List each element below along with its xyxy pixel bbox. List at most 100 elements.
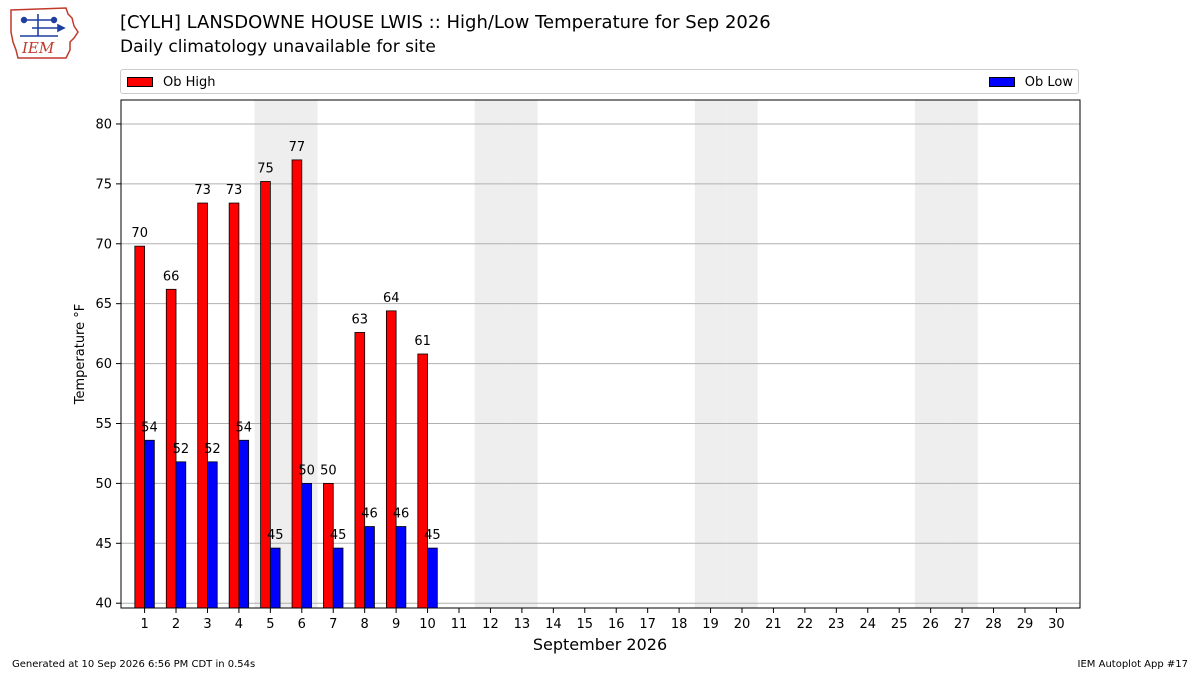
x-tick-label-28: 28 [985,617,1002,632]
x-tick-label-27: 27 [954,617,971,632]
logo-text: IEM [21,39,55,57]
bar-ob-high-4 [228,202,240,609]
bar-ob-high-8 [354,332,366,609]
bar-ob-high-6 [291,159,303,609]
app-credit: IEM Autoplot App #17 [1077,659,1188,670]
y-tick-label-50: 50 [95,477,112,492]
bar-ob-low-8 [364,526,375,609]
x-tick-label-20: 20 [734,617,751,632]
x-tick-label-10: 10 [419,617,436,632]
x-tick-label-13: 13 [514,617,531,632]
x-axis-label: September 2026 [533,635,667,654]
x-axis: 1 2 3 4 5 6 7 8 9 10 11 12 13 14 15 16 17 18 19 20 21 22 23 24 2… [140,608,1065,632]
plot-frame [120,99,1081,609]
data-label-ob-low-5: 45 [267,528,284,543]
x-tick-label-23: 23 [828,617,845,632]
bar-ob-high-5 [260,181,271,609]
weekend-shading [254,100,978,608]
bar-ob-low-9 [395,526,407,609]
x-tick-label-8: 8 [361,617,369,632]
x-tick-label-29: 29 [1017,617,1034,632]
x-tick-label-6: 6 [298,617,306,632]
weekend-band-20 [726,100,758,608]
x-tick-label-4: 4 [235,617,243,632]
data-label-ob-low-4: 54 [236,420,253,435]
x-tick-label-15: 15 [577,617,594,632]
bar-ob-low-5 [269,547,281,609]
bar-ob-low-7 [332,547,344,609]
x-tick-label-21: 21 [765,617,782,632]
bar-ob-low-10 [427,547,438,609]
chart-subtitle: Daily climatology unavailable for site [120,37,436,57]
x-tick-label-7: 7 [329,617,337,632]
legend-label-ob-low: Ob Low [1024,74,1073,90]
weekend-band-27 [946,100,978,608]
data-label-ob-low-7: 45 [330,528,347,543]
legend-swatch-ob-high [127,77,153,87]
x-tick-label-11: 11 [451,617,468,632]
data-label-ob-high-2: 66 [163,269,180,284]
data-label-ob-high-9: 64 [383,291,400,306]
data-label-ob-high-4: 73 [226,183,243,198]
y-tick-label-55: 55 [95,417,112,432]
x-tick-label-12: 12 [482,617,499,632]
data-label-ob-high-1: 70 [131,226,148,241]
x-tick-label-16: 16 [608,617,625,632]
x-tick-label-14: 14 [545,617,562,632]
y-axis: 40 45 50 55 60 65 70 75 80 [95,117,121,612]
gridlines [121,123,1080,604]
weekend-band-26 [914,100,947,608]
weekend-band-13 [506,100,538,608]
weekend-band-19 [694,100,727,608]
x-tick-label-5: 5 [266,617,274,632]
bars [134,159,438,609]
data-label-ob-low-2: 52 [173,442,190,457]
bar-ob-high-10 [417,353,428,609]
data-label-ob-low-3: 52 [204,442,221,457]
y-tick-label-65: 65 [95,297,112,312]
y-tick-label-60: 60 [95,357,112,372]
chart-title: [CYLH] LANSDOWNE HOUSE LWIS :: High/Low … [120,12,771,33]
bar-ob-low-3 [207,461,218,609]
x-tick-label-25: 25 [891,617,908,632]
x-tick-label-24: 24 [859,617,876,632]
data-label-ob-high-7: 50 [320,463,337,478]
y-tick-label-80: 80 [95,117,112,132]
data-label-ob-high-8: 63 [352,312,369,327]
bar-ob-low-1 [144,439,155,609]
legend-label-ob-high: Ob High [163,74,216,90]
bar-ob-low-6 [301,482,312,609]
bar-ob-low-2 [175,461,187,609]
y-tick-label-45: 45 [95,537,112,552]
x-tick-label-2: 2 [172,617,180,632]
legend-swatch-ob-low [988,77,1015,87]
legend-item-ob-high: Ob High [127,74,216,90]
data-label-ob-high-6: 77 [289,140,306,155]
bar-ob-high-7 [323,482,334,609]
x-tick-label-3: 3 [203,617,211,632]
data-label-ob-low-10: 45 [424,528,441,543]
bar-ob-low-4 [238,439,250,609]
x-tick-label-30: 30 [1048,617,1065,632]
x-tick-label-18: 18 [671,617,688,632]
bar-ob-high-9 [385,310,397,609]
data-label-ob-low-6: 50 [298,463,315,478]
data-label-ob-high-10: 61 [414,334,431,349]
generated-timestamp: Generated at 10 Sep 2026 6:56 PM CDT in … [12,659,256,670]
x-tick-label-9: 9 [392,617,400,632]
legend: Ob High Ob Low [120,69,1079,94]
data-labels: 70 66 73 73 75 77 50 63 64 61 54 52 52 54 45 50 45 46 46 45 [131,140,440,543]
data-label-ob-high-3: 73 [194,183,211,198]
y-tick-label-75: 75 [95,177,112,192]
legend-item-ob-low: Ob Low [988,74,1073,90]
data-label-ob-low-1: 54 [141,420,158,435]
x-tick-label-17: 17 [639,617,656,632]
data-label-ob-high-5: 75 [257,161,274,176]
data-label-ob-low-8: 46 [361,507,378,522]
x-tick-label-22: 22 [797,617,814,632]
y-axis-label: Temperature °F [73,304,88,405]
weather-station-icon [20,14,66,37]
x-tick-label-26: 26 [922,617,939,632]
y-tick-label-70: 70 [95,237,112,252]
